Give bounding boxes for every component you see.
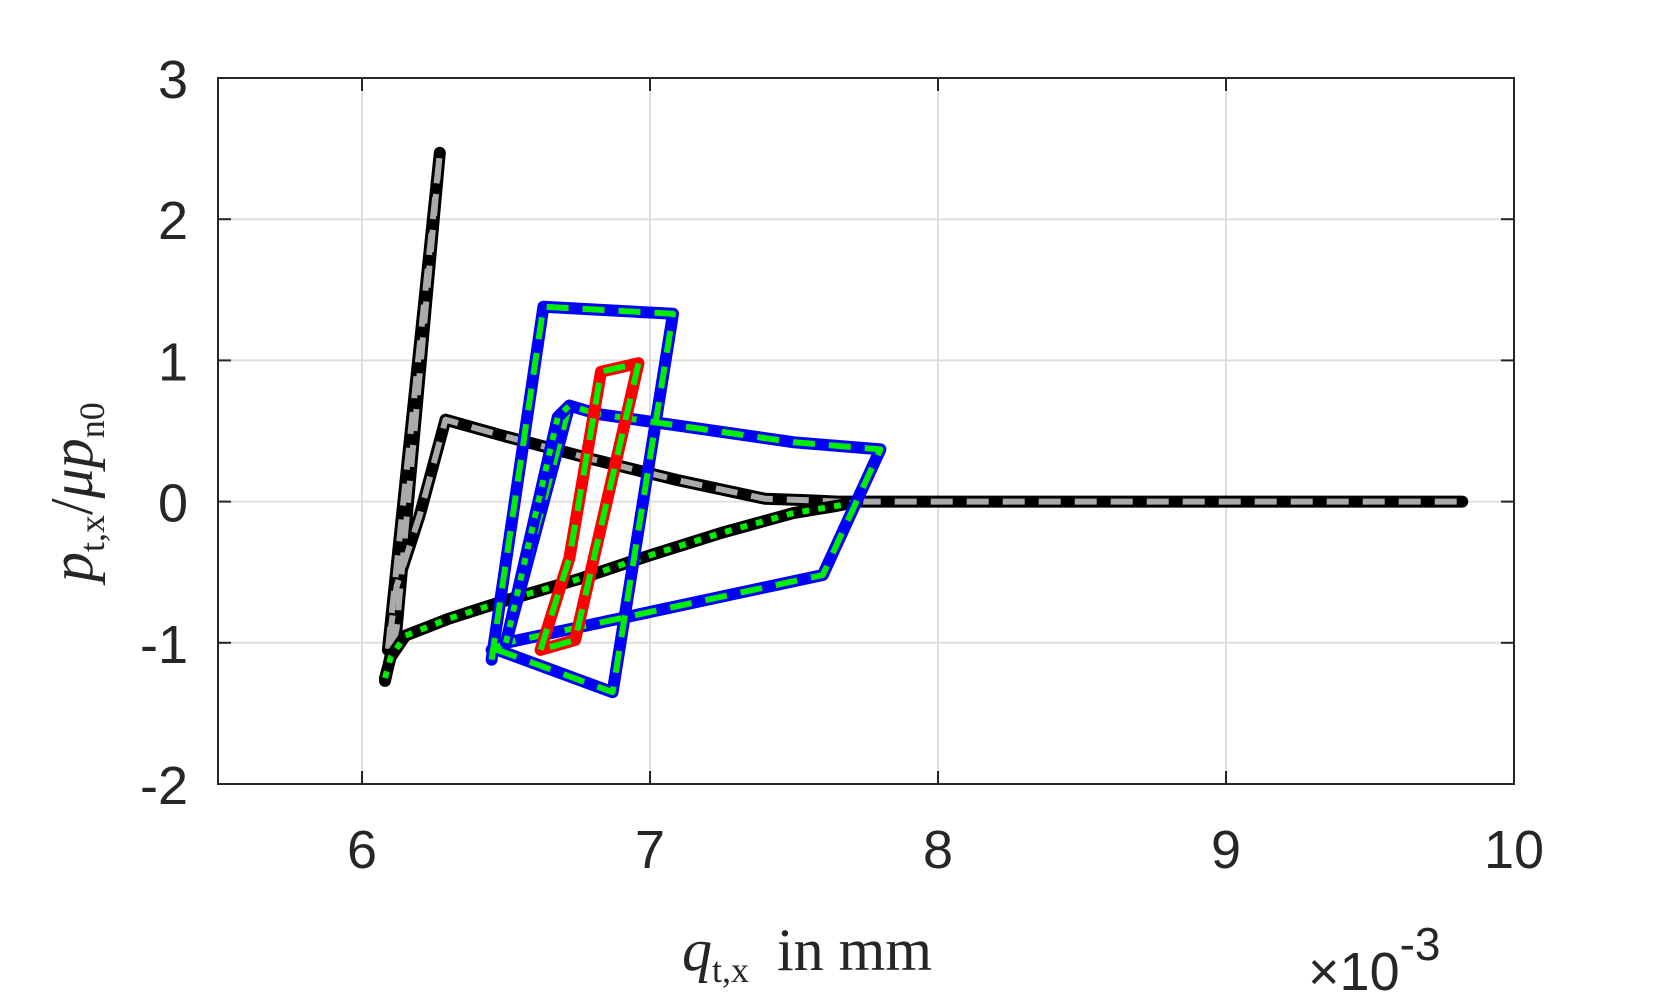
series-overlay-0 (382, 149, 1463, 682)
ticks: 6 7 8 9 10 -2 -1 0 1 2 3 (140, 50, 1544, 880)
x-tick-label: 9 (1211, 820, 1241, 880)
x-multiplier: ×10-3 (1308, 918, 1441, 1002)
series-overlay-2 (488, 303, 884, 696)
x-label-sub: t,x (712, 950, 749, 990)
y-tick-label: 1 (158, 332, 188, 392)
y-label-num-main: p (39, 552, 105, 586)
y-label-num-sub: t,x (72, 515, 112, 552)
x-label-main: q (682, 917, 712, 983)
y-tick-label: -1 (140, 615, 188, 675)
axes-box (217, 77, 1515, 785)
y-tick-label: -2 (140, 756, 188, 816)
x-multiplier-base: ×10 (1308, 942, 1400, 1002)
series-overlay-1 (382, 498, 859, 679)
y-label-den-sub: n0 (72, 402, 112, 438)
y-label-den-main: p (39, 438, 105, 472)
y-label-slash: / (39, 498, 105, 515)
y-tick-label: 3 (158, 50, 188, 110)
x-tick-label: 6 (347, 820, 377, 880)
x-tick-label: 10 (1484, 820, 1544, 880)
x-multiplier-exponent: -3 (1400, 918, 1441, 970)
x-tick-label: 7 (635, 820, 665, 880)
x-tick-label: 8 (923, 820, 953, 880)
x-label-suffix: in mm (777, 917, 932, 983)
series-overlay-4 (503, 403, 572, 644)
x-axis-label: qt,x in mm (682, 917, 932, 990)
y-label-mu: μ (39, 468, 105, 499)
series-overlay-3 (537, 360, 642, 653)
series-group (379, 146, 1469, 699)
y-tick-label: 2 (158, 191, 188, 251)
y-axis-label: pt,x/μpn0 (39, 402, 112, 586)
y-tick-label: 0 (158, 474, 188, 534)
